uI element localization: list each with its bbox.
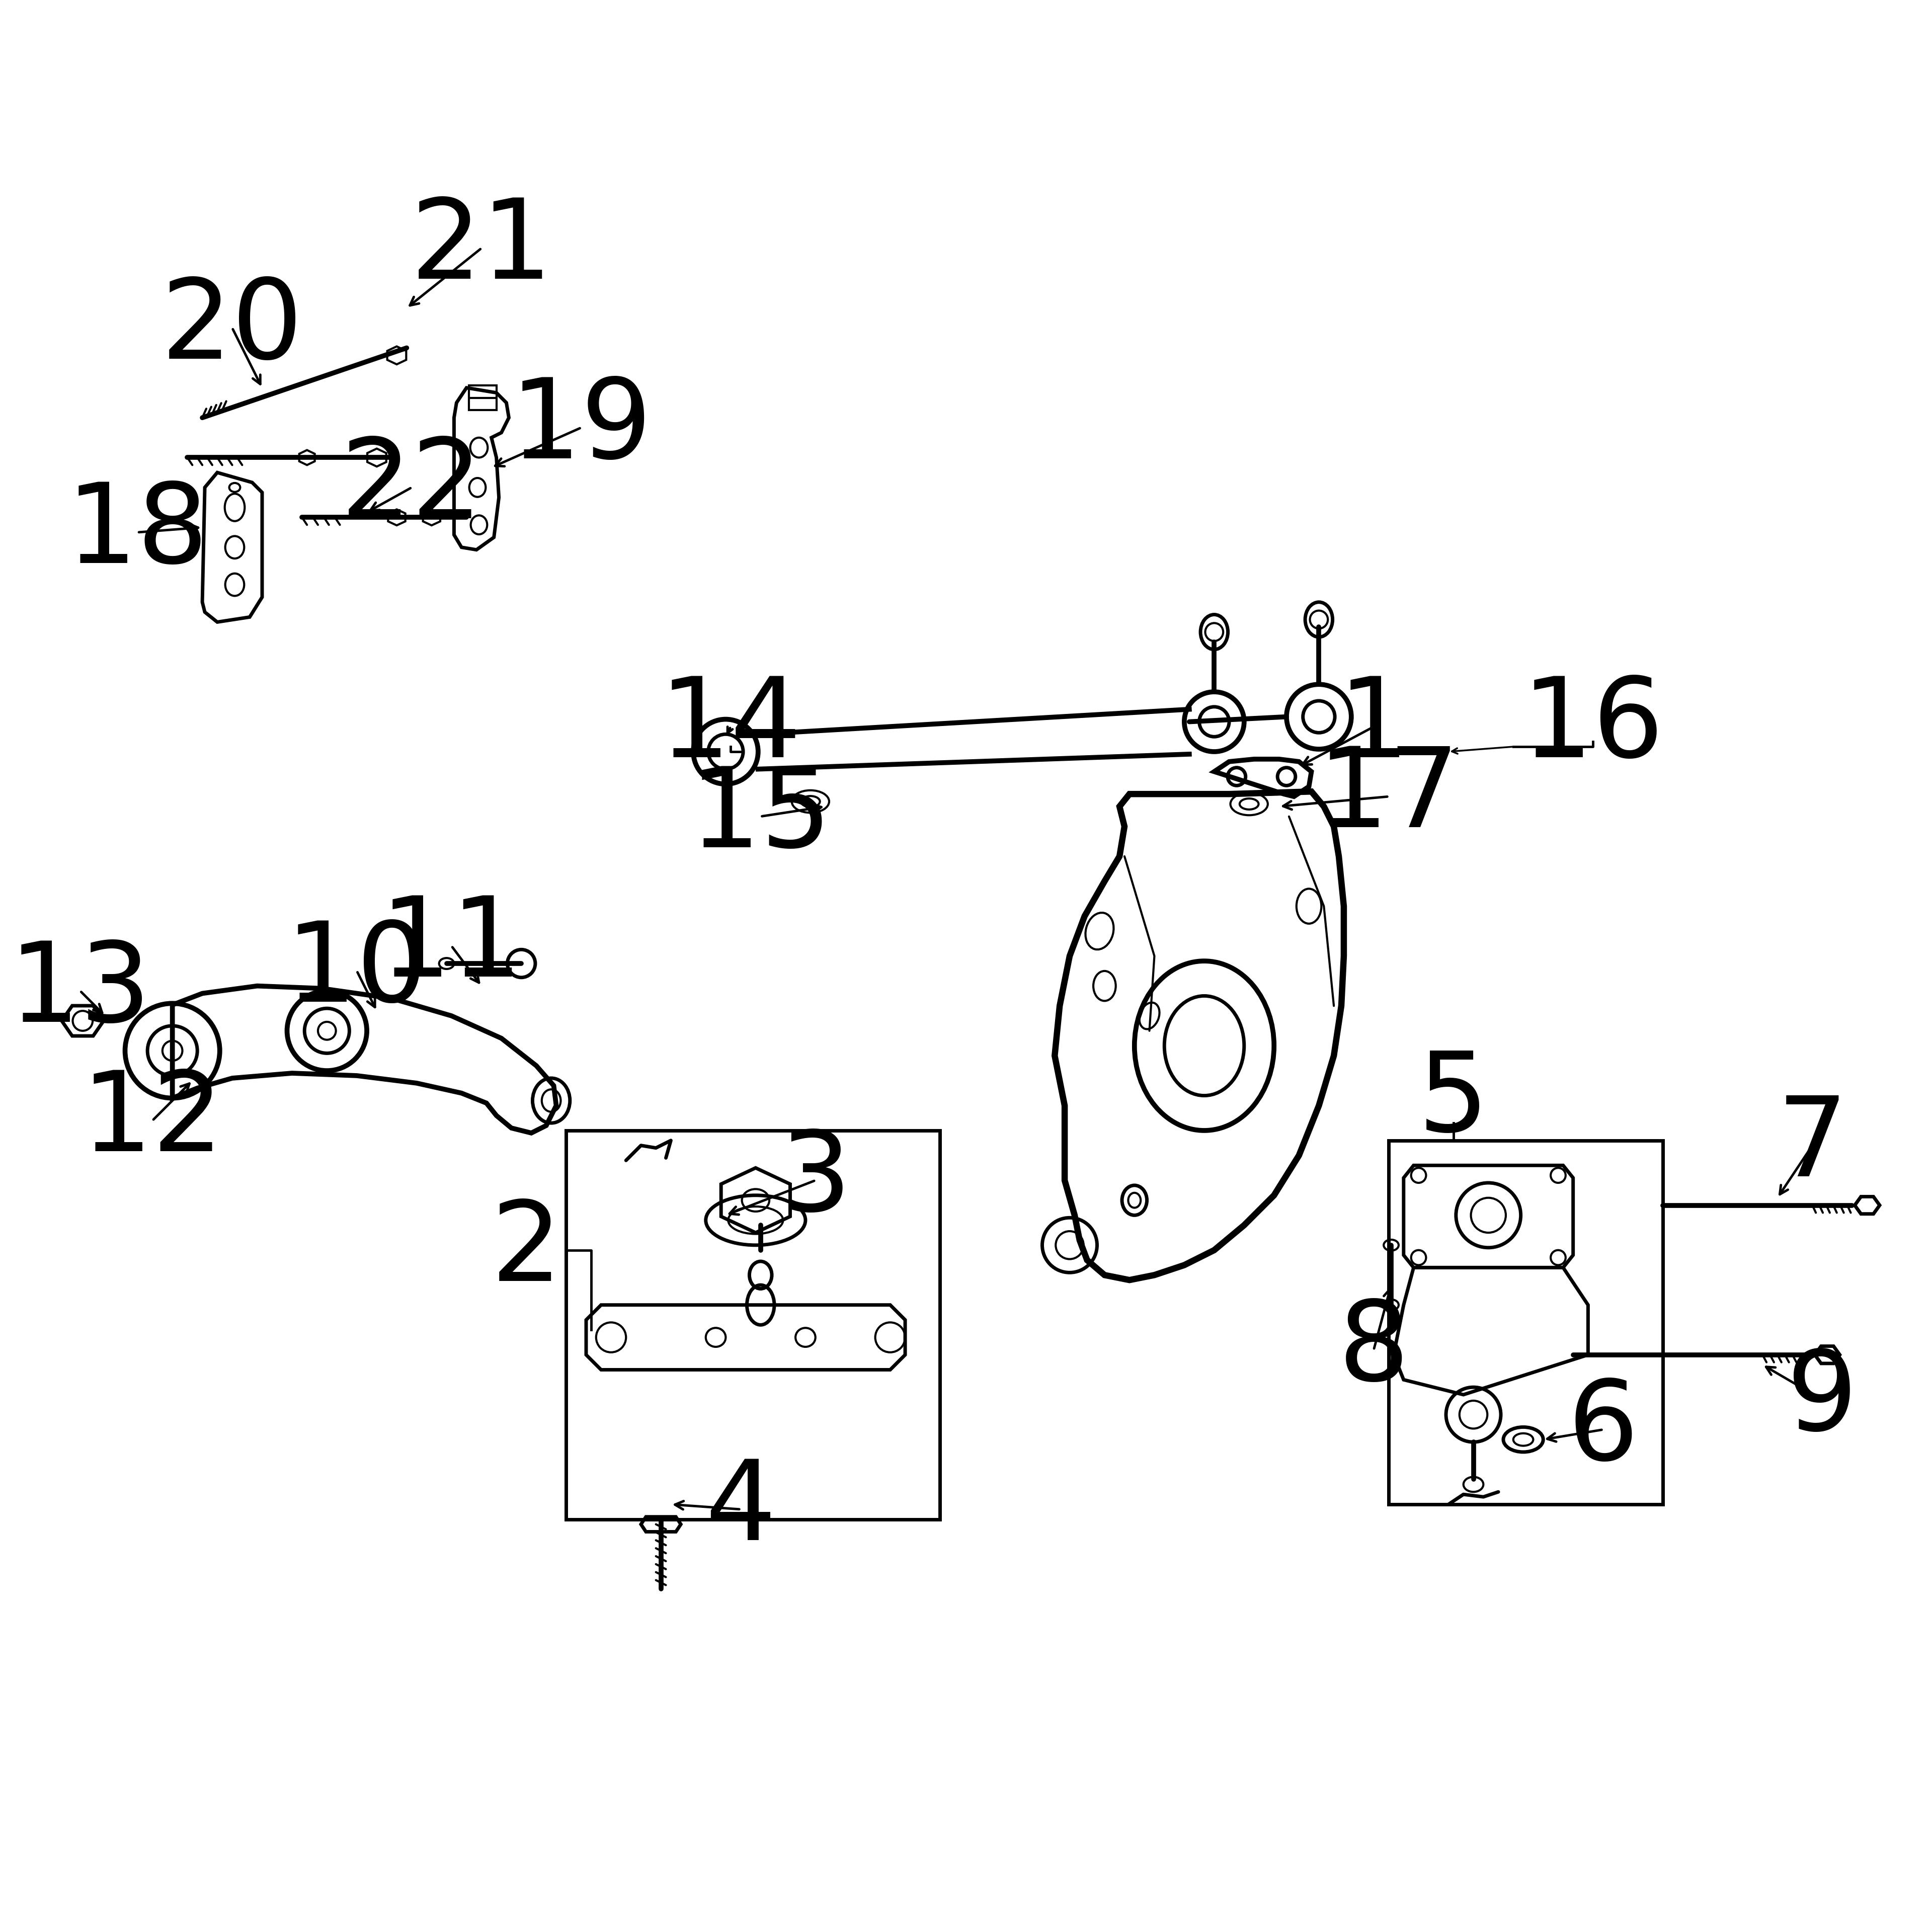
Bar (1389, 1140, 1663, 1505)
Text: 1: 1 (1339, 672, 1408, 781)
Text: 7: 7 (1777, 1092, 1847, 1200)
Text: 12: 12 (81, 1066, 224, 1175)
Text: 2: 2 (491, 1196, 562, 1304)
Text: 19: 19 (510, 373, 653, 481)
Text: 3: 3 (781, 1126, 850, 1235)
Text: 18: 18 (66, 479, 209, 585)
Text: 13: 13 (10, 937, 151, 1045)
Text: 9: 9 (1787, 1347, 1859, 1453)
Text: 16: 16 (1522, 672, 1663, 781)
Text: 5: 5 (1418, 1047, 1490, 1155)
Text: 22: 22 (340, 433, 483, 541)
Text: 8: 8 (1339, 1296, 1408, 1405)
Text: 10: 10 (286, 918, 429, 1024)
Text: 14: 14 (659, 672, 802, 781)
Text: 4: 4 (705, 1455, 777, 1563)
Bar (566, 1130, 941, 1519)
Text: 17: 17 (1318, 742, 1461, 850)
Text: 6: 6 (1567, 1376, 1638, 1484)
Text: 20: 20 (160, 274, 303, 383)
Text: 11: 11 (381, 893, 524, 1001)
Text: 15: 15 (690, 763, 831, 869)
Bar (469, 384, 497, 410)
Text: 21: 21 (410, 195, 553, 301)
